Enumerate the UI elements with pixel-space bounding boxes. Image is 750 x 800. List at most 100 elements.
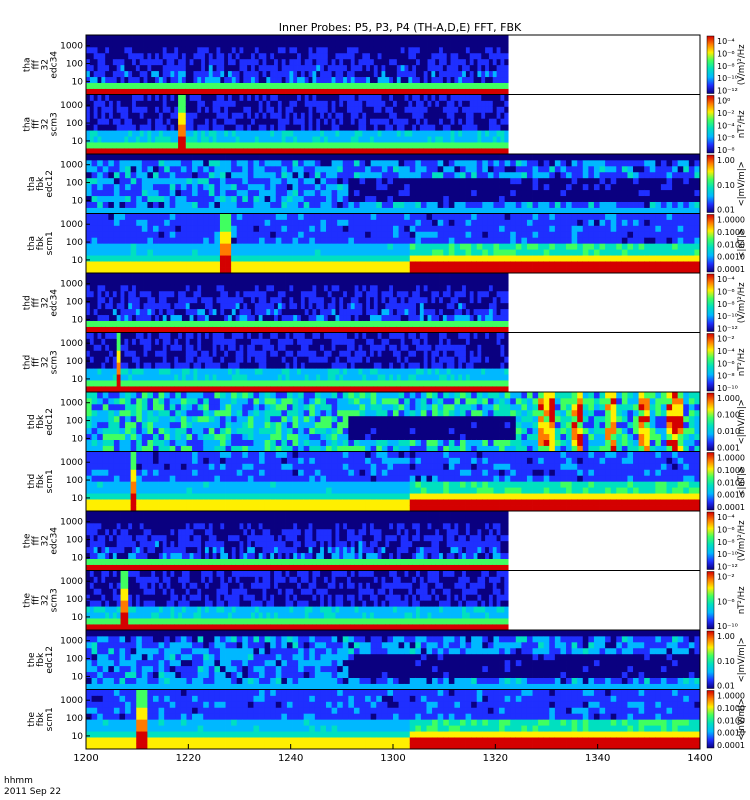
spectrogram-cell [610,243,617,250]
spectrogram-cell [155,46,160,54]
spectrogram-cell [381,112,386,119]
spectrogram-cell [166,278,171,286]
spectrogram-cell [93,88,98,95]
spectrogram-cell [97,64,102,72]
spectrogram-cell [152,171,159,179]
spectrogram-cell [666,225,673,232]
spectrogram-cell [109,46,114,54]
spectrogram-cell [220,136,225,143]
spectrogram-cell [331,76,336,83]
spectrogram-cell [97,296,102,304]
spectrogram-cell [331,40,336,48]
spectrogram-cell [404,165,411,173]
colorbar-tick-label: 1.0000 [717,216,745,225]
spectrogram-cell [112,290,118,298]
spectrogram-cell [435,35,440,42]
spectrogram-cell [266,70,271,78]
spectrogram-cell [370,159,377,167]
spectrogram-cell [220,35,225,42]
spectrogram-cell [139,296,144,304]
spectrogram-cell [515,261,522,268]
spectrogram-cell [400,118,405,125]
spectrogram-cell [496,148,501,155]
spectrogram-cell [116,82,121,89]
spectrogram-cell [147,273,152,280]
spectrogram-cell [155,112,160,119]
spectrogram-cell [139,58,144,66]
spectrogram-cell [178,46,183,54]
spectrogram-cell [459,249,466,256]
spectrogram-cell [365,249,372,256]
spectrogram-cell [197,296,202,304]
spectrogram-cell [416,106,421,113]
spectrogram-cell [462,136,467,143]
spectrogram-cell [231,237,238,244]
spectrogram-cell [309,159,316,167]
spectrogram-cell [605,171,612,179]
spectrogram-cell [599,219,606,226]
spectrogram-cell [124,130,129,137]
spectrogram-cell [655,255,662,262]
spectrogram-cell [398,225,405,232]
spectrogram-cell [189,136,194,143]
spectrogram-cell [577,154,584,161]
spectrogram-cell [354,40,359,48]
spectrogram-cell [327,40,332,48]
spectrogram-cell [400,76,405,83]
spectrogram-cell [408,142,413,149]
spectrogram-cell [504,35,509,42]
spectrogram-cell [143,58,148,66]
spectrogram-cell [147,255,154,262]
spectrogram-cell [242,255,249,262]
spectrogram-cell [435,64,440,72]
y-tick-label: 10 [72,137,84,147]
spectrogram-cell [216,35,221,42]
spectrogram-cell [235,52,240,60]
spectrogram-cell [193,302,198,310]
spectrogram-cell [304,58,309,66]
spectrogram-cell [286,165,293,173]
spectrogram-cell [393,171,399,179]
spectrogram-cell [404,154,411,161]
spectrogram-cell [274,314,279,321]
spectrogram-cell [442,136,448,143]
spectrogram-cell [166,70,171,78]
spectrogram-cell [331,100,336,107]
spectrogram-cell [141,171,148,179]
spectrogram-cell [415,183,422,191]
spectrogram-cell [270,154,277,161]
spectrogram-cell [549,237,556,244]
spectrogram-cell [119,237,126,244]
spectrogram-cell [116,148,121,155]
spectrogram-cell [155,142,160,149]
spectrogram-cells [86,273,509,333]
spectrogram-cell [477,112,482,119]
spectrogram-cell [465,142,471,149]
spectrogram-cell [203,261,210,268]
spectrogram-cell [212,284,217,292]
spectrogram-cell [214,231,221,238]
spectrogram-cell [462,58,467,66]
spectrogram-cell [86,159,92,167]
spectrogram-cell [398,255,405,262]
spectrogram-cell [427,136,432,143]
spectrogram-cell [370,249,377,256]
spectrogram-cell [348,195,355,202]
spectrogram-cell [208,189,215,197]
spectrogram-cell [170,284,175,292]
spectrogram-cell [208,183,215,191]
spectrogram-cell [426,255,433,262]
spectrogram-cell [482,255,489,262]
spectrogram-cell [97,100,102,107]
spectrogram-cell [93,70,98,78]
spectrogram-cell [396,46,402,54]
spectrogram-cell [158,320,164,327]
spectrogram-cell [316,148,321,155]
spectrogram-cell [644,207,651,214]
spectrogram-cell [239,142,244,149]
spectrogram-cell [316,76,321,83]
spectrogram-cell [289,142,294,149]
spectrogram-cell [135,112,141,119]
spectrogram-cell [109,35,114,42]
spectrogram-cell [147,308,152,316]
